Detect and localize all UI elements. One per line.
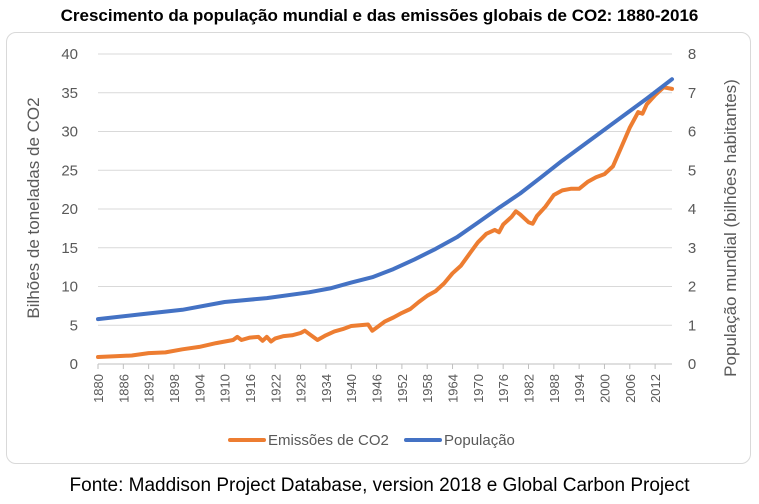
x-tick-label: 2012 [648,374,663,403]
y-axis-title-left: Bilhões de toneladas de CO2 [24,97,43,318]
x-tick-label: 1886 [116,374,131,403]
y2-tick-label: 3 [688,240,696,257]
y-tick-label: 35 [61,85,78,102]
y-tick-label: 15 [61,240,78,257]
x-tick-label: 2000 [597,374,612,403]
x-tick-label: 1922 [268,374,283,403]
x-tick-label: 1934 [319,374,334,403]
x-tick-label: 1910 [218,374,233,403]
source-note: Fonte: Maddison Project Database, versio… [69,475,690,496]
y-tick-label: 0 [70,356,78,373]
chart-frame [6,32,751,464]
x-tick-label: 1928 [294,374,309,403]
y-tick-label: 25 [61,162,78,179]
x-tick-label: 1994 [572,374,587,403]
y-tick-label: 30 [61,124,78,141]
series-lines [96,77,674,359]
y-tick-label: 10 [61,279,78,296]
x-tick-label: 1892 [142,374,157,403]
y-tick-label: 5 [70,317,78,334]
x-tick-label: 1976 [496,374,511,403]
x-tick-label: 1880 [91,374,106,403]
gridlines [98,53,672,365]
x-tick-label: 1982 [522,374,537,403]
x-tick-label: 1904 [192,374,207,403]
y2-tick-label: 1 [688,317,696,334]
y2-tick-label: 2 [688,279,696,296]
left-axis-ticks: 0 5 10 15 20 25 30 35 40 [61,46,78,373]
series-line-co2-emissions [96,85,674,359]
y2-tick-label: 0 [688,356,696,373]
x-tick-label: 1970 [471,374,486,403]
y2-tick-label: 5 [688,162,696,179]
y-tick-label: 20 [61,201,78,218]
y2-tick-label: 4 [688,201,696,218]
y-tick-label: 40 [61,46,78,63]
y2-tick-label: 8 [688,46,696,63]
x-tick-label: 2006 [623,374,638,403]
right-axis-ticks: 0 1 2 3 4 5 6 7 8 [688,46,696,373]
chart-title: Crescimento da população mundial e das e… [60,6,699,25]
x-tick-label: 1916 [243,374,258,403]
x-tick-label: 1964 [446,374,461,403]
x-tick-label: 1898 [167,374,182,403]
x-tick-label: 1988 [547,374,562,403]
legend-label: Emissões de CO2 [268,432,389,449]
series-line-population [96,77,674,322]
legend-label: População [444,432,515,449]
x-tick-label: 1952 [395,374,410,403]
x-tick-label: 1946 [370,374,385,403]
x-tick-label: 1958 [420,374,435,403]
x-tick-label: 1940 [344,374,359,403]
x-axis-ticks: 1880 1886 1892 1898 1904 1910 1916 1922 1928 1934… [91,364,663,403]
y2-tick-label: 7 [688,85,696,102]
y-axis-title-right: População mundial (bilhões habitantes) [721,79,740,377]
y2-tick-label: 6 [688,124,696,141]
legend: Emissões de CO2 População [228,432,515,449]
